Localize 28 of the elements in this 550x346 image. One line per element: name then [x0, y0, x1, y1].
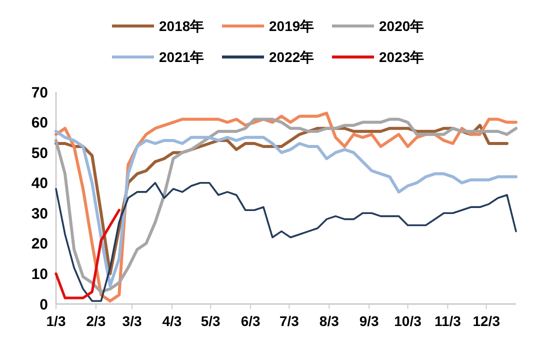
- y-tick-label: 30: [31, 205, 48, 222]
- y-tick-label: 60: [31, 114, 48, 132]
- x-tick-label: 8/3: [319, 313, 340, 329]
- y-tick-label: 20: [31, 236, 48, 253]
- legend-label: 2021年: [159, 48, 204, 65]
- x-tick-label: 6/3: [240, 313, 261, 329]
- legend-label: 2020年: [379, 18, 424, 34]
- x-tick-label: 9/3: [359, 313, 380, 329]
- x-tick-label: 7/3: [279, 313, 300, 329]
- x-tick-label: 11/3: [434, 313, 462, 329]
- y-tick-label: 10: [31, 266, 48, 283]
- y-tick-label: 0: [40, 296, 48, 314]
- x-tick-label: 12/3: [472, 313, 500, 329]
- y-tick-label: 40: [31, 175, 48, 192]
- x-tick-label: 4/3: [162, 313, 182, 329]
- x-tick-label: 2/3: [86, 313, 106, 329]
- line-series: [54, 208, 120, 300]
- legend-label: 2019年: [269, 18, 314, 34]
- legend-label: 2018年: [159, 18, 204, 34]
- y-tick-label: 50: [31, 144, 48, 162]
- x-tick-label: 1/3: [46, 313, 66, 329]
- legend-label: 2023年: [379, 48, 424, 65]
- x-tick-label: 10/3: [394, 313, 422, 329]
- legend-label: 2022年: [269, 48, 314, 65]
- y-tick-label: 70: [31, 84, 48, 102]
- line-series: [55, 182, 517, 302]
- x-tick-label: 5/3: [200, 313, 221, 329]
- x-tick-label: 3/3: [122, 313, 142, 329]
